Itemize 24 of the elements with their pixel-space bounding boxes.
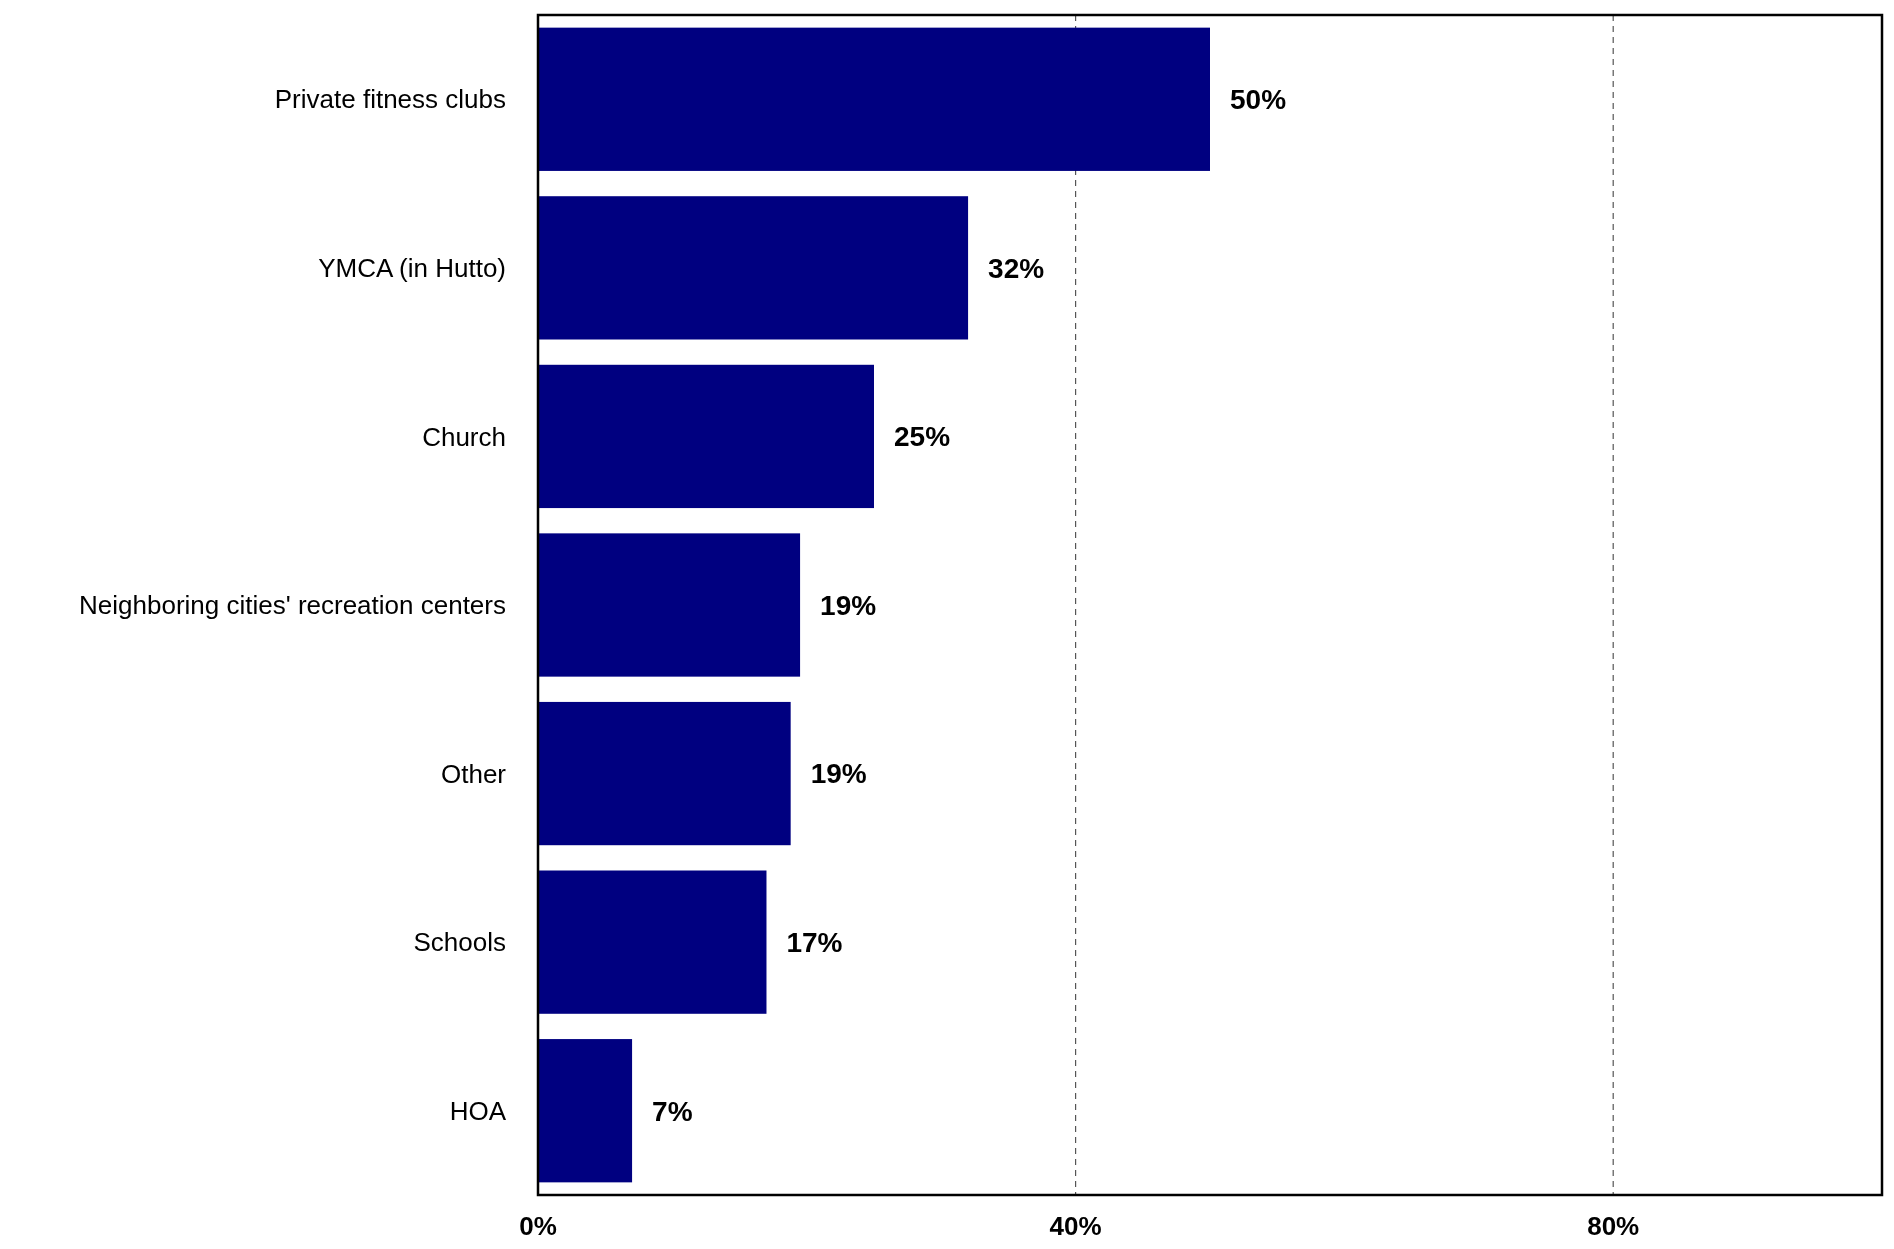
- x-tick-label: 0%: [519, 1211, 557, 1241]
- bar: [538, 27, 1210, 171]
- data-label: 17%: [786, 926, 843, 958]
- data-label: 19%: [820, 589, 877, 621]
- bar: [538, 364, 874, 509]
- bar: [538, 1039, 633, 1183]
- data-label: 50%: [1230, 84, 1287, 116]
- bar: [538, 870, 767, 1014]
- data-label: 19%: [810, 758, 867, 790]
- y-tick-label: HOA: [449, 1095, 507, 1126]
- bar: [538, 533, 801, 677]
- bar: [538, 701, 791, 846]
- bar: [538, 196, 969, 340]
- y-tick-label: YMCA (in Hutto): [318, 252, 506, 283]
- data-label: 7%: [652, 1095, 693, 1127]
- data-label: 25%: [894, 421, 951, 453]
- y-tick-label: Schools: [413, 927, 506, 958]
- data-label: 32%: [988, 252, 1045, 284]
- x-tick-label: 40%: [1049, 1211, 1102, 1241]
- y-tick-label: Private fitness clubs: [274, 84, 506, 115]
- y-tick-label: Neighboring cities' recreation centers: [79, 590, 506, 621]
- y-tick-label: Other: [440, 758, 507, 789]
- y-tick-label: Church: [422, 421, 506, 452]
- x-tick-label: 80%: [1587, 1211, 1640, 1241]
